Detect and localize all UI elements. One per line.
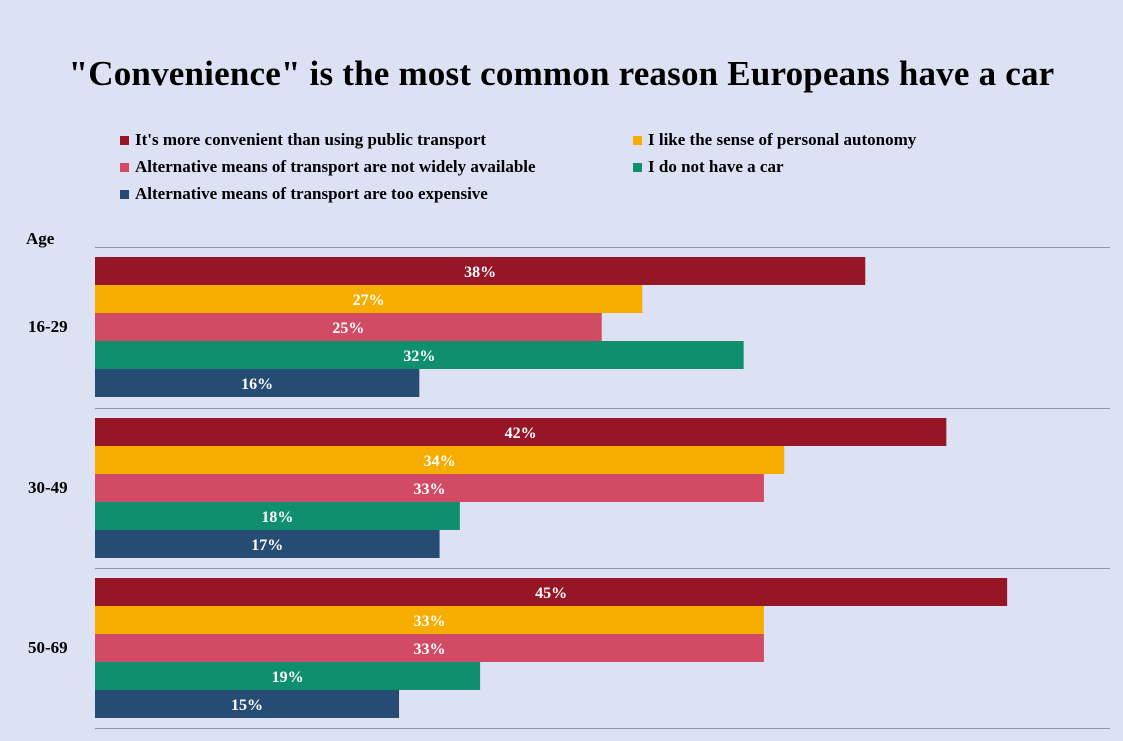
bar bbox=[95, 662, 481, 690]
legend-label-convenient: It's more convenient than using public t… bbox=[135, 130, 487, 149]
bar bbox=[95, 418, 947, 446]
legend-swatch-convenient bbox=[120, 135, 129, 145]
bar bbox=[95, 690, 400, 718]
chart-title: "Convenience" is the most common reason … bbox=[68, 54, 1055, 93]
category-axis-title: Age bbox=[26, 229, 55, 248]
legend-label-not-available: Alternative means of transport are not w… bbox=[135, 157, 536, 176]
bar bbox=[95, 578, 1008, 606]
bar-value-label: 33% bbox=[413, 613, 445, 630]
bar-value-label: 15% bbox=[231, 697, 263, 714]
legend-item-not-available: Alternative means of transport are not w… bbox=[120, 157, 536, 177]
category-tick-label: 16-29 bbox=[28, 317, 68, 336]
bar bbox=[95, 285, 643, 313]
bar-value-label: 32% bbox=[403, 348, 435, 365]
legend: It's more convenient than using public t… bbox=[0, 130, 1123, 210]
bar bbox=[95, 257, 866, 285]
bar bbox=[95, 634, 764, 662]
bar bbox=[95, 474, 764, 502]
bar bbox=[95, 502, 460, 530]
bar bbox=[95, 530, 440, 558]
legend-label-no-car: I do not have a car bbox=[648, 157, 784, 176]
bar-value-label: 34% bbox=[424, 453, 456, 470]
bar-value-label: 25% bbox=[332, 320, 364, 337]
bar-value-label: 16% bbox=[241, 376, 273, 393]
category-tick-label: 50-69 bbox=[28, 638, 68, 657]
legend-item-no-car: I do not have a car bbox=[633, 157, 784, 177]
bar-value-label: 42% bbox=[505, 425, 537, 442]
bar-value-label: 17% bbox=[251, 537, 283, 554]
bar-value-label: 45% bbox=[535, 585, 567, 602]
bar-value-label: 19% bbox=[272, 669, 304, 686]
legend-swatch-not-available bbox=[120, 162, 129, 172]
bar-value-label: 33% bbox=[413, 641, 445, 658]
category-tick-label: 30-49 bbox=[28, 478, 68, 497]
bar bbox=[95, 606, 764, 634]
legend-label-too-expensive: Alternative means of transport are too e… bbox=[135, 184, 488, 203]
bar-value-label: 18% bbox=[261, 509, 293, 526]
legend-item-convenient: It's more convenient than using public t… bbox=[120, 130, 486, 150]
legend-swatch-too-expensive bbox=[120, 189, 129, 199]
bar-value-label: 27% bbox=[353, 292, 385, 309]
bar bbox=[95, 446, 785, 474]
legend-label-autonomy: I like the sense of personal autonomy bbox=[648, 130, 917, 149]
bar bbox=[95, 341, 744, 369]
bar-value-label: 38% bbox=[464, 264, 496, 281]
legend-item-too-expensive: Alternative means of transport are too e… bbox=[120, 184, 488, 204]
bar-value-label: 33% bbox=[413, 481, 445, 498]
bar bbox=[95, 313, 602, 341]
bar bbox=[95, 369, 420, 397]
legend-item-autonomy: I like the sense of personal autonomy bbox=[633, 130, 916, 150]
legend-swatch-no-car bbox=[633, 162, 642, 172]
legend-swatch-autonomy bbox=[633, 135, 642, 145]
